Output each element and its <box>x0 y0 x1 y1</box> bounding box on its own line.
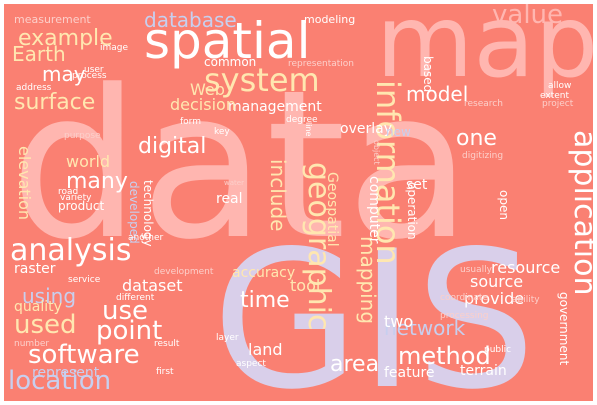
word-aspect: aspect <box>236 359 266 369</box>
word-first: first <box>156 367 174 377</box>
word-location: location <box>8 366 112 396</box>
word-raster: raster <box>14 261 56 277</box>
word-water: water <box>224 179 244 187</box>
word-object: object <box>372 140 381 165</box>
word-geospatial: Geospatial <box>324 172 340 247</box>
word-data: data <box>10 47 472 285</box>
word-measurement: measurement <box>14 13 91 26</box>
word-model: model <box>406 82 469 106</box>
word-process: process <box>72 71 107 81</box>
word-usually: usually <box>460 265 492 275</box>
word-time: time <box>240 288 290 313</box>
word-different: different <box>116 293 155 303</box>
word-form: form <box>180 117 201 127</box>
word-result: result <box>154 339 180 349</box>
word-ability: ability <box>512 295 540 305</box>
word-terrain: terrain <box>460 363 507 379</box>
word-research: research <box>464 99 503 109</box>
word-digitizing: digitizing <box>462 151 504 161</box>
word-include: include <box>266 159 290 232</box>
word-representation: representation <box>288 59 355 69</box>
word-address: address <box>16 83 52 93</box>
word-development: development <box>154 267 214 277</box>
word-many: many <box>66 169 128 194</box>
word-layer: layer <box>216 333 239 343</box>
word-analysis: analysis <box>10 233 132 268</box>
word-set: set <box>406 177 428 193</box>
word-may: may <box>42 62 86 86</box>
word-new: new <box>386 125 411 139</box>
word-accuracy: accuracy <box>232 265 296 281</box>
word-mapping: mapping <box>356 236 380 325</box>
word-processing: processing <box>440 311 489 321</box>
word-project: project <box>542 99 574 109</box>
word-variety: variety <box>60 193 92 203</box>
word-purpose: purpose <box>64 131 101 141</box>
word-value: value <box>492 4 564 30</box>
word-source: source <box>470 272 524 291</box>
word-web: Web <box>190 80 225 99</box>
word-modeling: modeling <box>304 13 356 26</box>
word-software: software <box>28 340 140 370</box>
word-using: using <box>22 284 77 308</box>
word-another: another <box>128 233 164 243</box>
word-example: example <box>18 26 113 51</box>
word-gis: GIS <box>212 210 536 402</box>
word-network: network <box>384 316 466 340</box>
word-real: real <box>216 191 243 207</box>
word-dataset: dataset <box>122 276 183 295</box>
word-service: service <box>68 275 101 285</box>
word-spatial: spatial <box>144 12 311 70</box>
word-computer: computer <box>366 176 382 244</box>
word-provide: provide <box>464 289 525 308</box>
word-use: use <box>102 296 149 326</box>
word-government: government <box>557 292 571 366</box>
word-feature: feature <box>384 365 435 381</box>
word-database: database <box>144 8 237 32</box>
word-line: line <box>304 122 313 137</box>
word-elevation: elevation <box>15 146 34 221</box>
word-cloud: data GIS map spatial system information geogra… <box>4 4 593 401</box>
word-management: management <box>228 99 322 115</box>
word-used: used <box>14 310 77 340</box>
word-application: application <box>567 130 593 296</box>
word-tool: tool <box>290 276 321 295</box>
word-image: image <box>100 43 129 53</box>
word-user: user <box>84 65 104 75</box>
word-road: road <box>58 187 79 197</box>
word-decision: decision <box>170 95 236 114</box>
word-digital: digital <box>138 134 207 159</box>
word-system: system <box>204 61 320 99</box>
word-one: one <box>456 126 497 151</box>
word-represent: represent <box>32 365 100 381</box>
word-earth: Earth <box>12 42 66 66</box>
word-world: world <box>66 152 111 171</box>
word-open: open <box>497 190 511 220</box>
word-land: land <box>248 340 283 359</box>
word-product: product <box>58 199 105 213</box>
word-coordinate: coordinate <box>440 293 489 303</box>
word-public: public <box>484 345 512 355</box>
word-quality: quality <box>14 299 62 315</box>
word-point: point <box>96 316 163 346</box>
word-based: based <box>421 56 435 93</box>
word-map: map <box>376 4 593 100</box>
word-two: two <box>384 312 414 331</box>
word-surface: surface <box>14 90 96 115</box>
word-allow: allow <box>548 81 572 91</box>
word-area: area <box>330 352 380 377</box>
word-degree: degree <box>286 115 318 125</box>
word-resource: resource <box>491 258 561 277</box>
word-overlay: overlay <box>340 121 392 137</box>
word-key: key <box>214 127 230 137</box>
word-number: number <box>14 339 50 349</box>
word-method: method <box>398 342 491 370</box>
word-extent: extent <box>540 91 570 101</box>
word-common: common <box>204 55 257 69</box>
